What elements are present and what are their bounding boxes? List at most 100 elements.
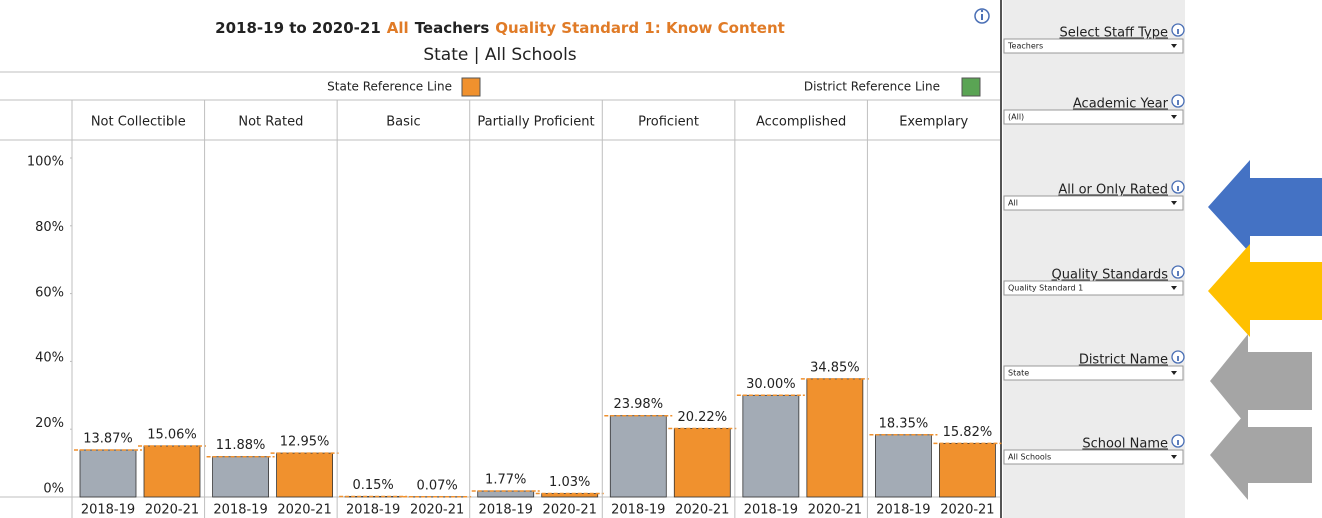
data-label: 11.88% [216,438,266,453]
info-icon[interactable] [1171,23,1185,37]
x-tick-label: 2020-21 [277,503,331,518]
info-icon[interactable] [1171,180,1185,194]
dropdown-value: (All) [1008,113,1024,122]
bar [875,434,932,498]
column-header: Accomplished [756,115,846,130]
info-icon[interactable] [1171,350,1185,364]
dropdown-caret [1171,371,1177,375]
bar [806,378,864,498]
bar [477,490,535,498]
column-header: Proficient [638,115,699,130]
title-part: Quality Standard 1: Know Content [495,19,785,37]
dropdown[interactable]: All [1003,195,1184,211]
x-tick-label: 2018-19 [479,503,533,518]
y-tick-label: 100% [27,155,64,170]
title-part: 2018-19 to 2020-21 [215,19,381,37]
arrow [1208,244,1322,337]
data-label: 23.98% [613,397,663,412]
dropdown-box [1003,449,1184,465]
x-tick-label: 2018-19 [81,503,135,518]
legend-label: State Reference Line [327,80,452,94]
title-part: Teachers [415,19,490,37]
dropdown[interactable]: Quality Standard 1 [1003,280,1184,296]
data-label: 0.07% [416,478,457,493]
x-tick-label: 2020-21 [543,503,597,518]
column-header: Not Collectible [91,115,186,130]
column-header: Not Rated [238,115,303,130]
dropdown-box [1003,38,1184,54]
legend-label: District Reference Line [804,80,940,94]
data-label: 20.22% [677,410,727,425]
x-tick-label: 2018-19 [346,503,400,518]
dropdown-caret [1171,455,1177,459]
dropdown-value: All Schools [1008,453,1051,462]
info-icon[interactable] [974,8,990,24]
legend-swatch [961,77,981,97]
y-tick-label: 0% [43,482,64,497]
data-label: 15.06% [147,427,197,442]
data-label: 13.87% [83,431,133,446]
dropdown-value: State [1008,369,1029,378]
data-label: 1.77% [485,472,526,487]
column-header: Partially Proficient [477,115,594,130]
bar [673,428,731,498]
dropdown-value: Teachers [1007,42,1043,51]
dropdown-caret [1171,115,1177,119]
data-label: 30.00% [746,377,796,392]
data-label: 12.95% [280,435,330,450]
x-tick-label: 2018-19 [611,503,665,518]
info-icon[interactable] [1171,434,1185,448]
x-tick-label: 2020-21 [940,503,994,518]
data-label: 18.35% [879,416,929,431]
x-tick-label: 2020-21 [410,503,464,518]
dropdown[interactable]: Teachers [1003,38,1184,54]
chart-subtitle: State | All Schools [423,45,576,65]
bar [79,449,137,498]
data-label: 34.85% [810,360,860,375]
bar [276,452,333,498]
title-part: All [387,19,409,37]
dropdown-caret [1171,44,1177,48]
dropdown-box [1003,365,1184,381]
filter-label: Academic Year [1073,97,1169,112]
dropdown-box [1003,195,1184,211]
bar [212,456,269,498]
arrow [1208,160,1322,253]
filter-label: All or Only Rated [1058,183,1168,198]
info-icon[interactable] [1171,94,1185,108]
bar [742,394,800,498]
x-tick-label: 2020-21 [145,503,199,518]
filter-label: Quality Standards [1052,268,1169,283]
x-tick-label: 2020-21 [808,503,862,518]
info-icon[interactable] [1171,265,1185,279]
x-tick-label: 2020-21 [675,503,729,518]
column-header: Exemplary [899,115,968,130]
dropdown-value: All [1008,199,1018,208]
dropdown-box [1003,280,1184,296]
y-tick-label: 60% [35,285,64,300]
legend-swatch [461,77,481,97]
dropdown[interactable]: All Schools [1003,449,1184,465]
bar [143,445,201,498]
arrow [1210,410,1312,500]
column-header: Basic [386,115,420,130]
dropdown[interactable]: State [1003,365,1184,381]
dropdown-value: Quality Standard 1 [1008,284,1083,293]
x-tick-label: 2018-19 [744,503,798,518]
dropdown-caret [1171,201,1177,205]
dropdown[interactable]: (All) [1003,109,1184,125]
x-tick-label: 2018-19 [213,503,267,518]
y-tick-label: 40% [35,351,64,366]
x-tick-label: 2018-19 [876,503,930,518]
dropdown-box [1003,109,1184,125]
bar [939,442,996,498]
bar [609,415,667,498]
annotation-arrows [1208,160,1322,500]
arrow [1210,334,1312,427]
y-tick-label: 80% [35,220,64,235]
data-label: 0.15% [352,478,393,493]
filter-panel [1003,0,1185,518]
filter-label: Select Staff Type [1059,26,1168,41]
chart-title: 2018-19 to 2020-21 All Teachers Quality Sta… [215,19,785,37]
